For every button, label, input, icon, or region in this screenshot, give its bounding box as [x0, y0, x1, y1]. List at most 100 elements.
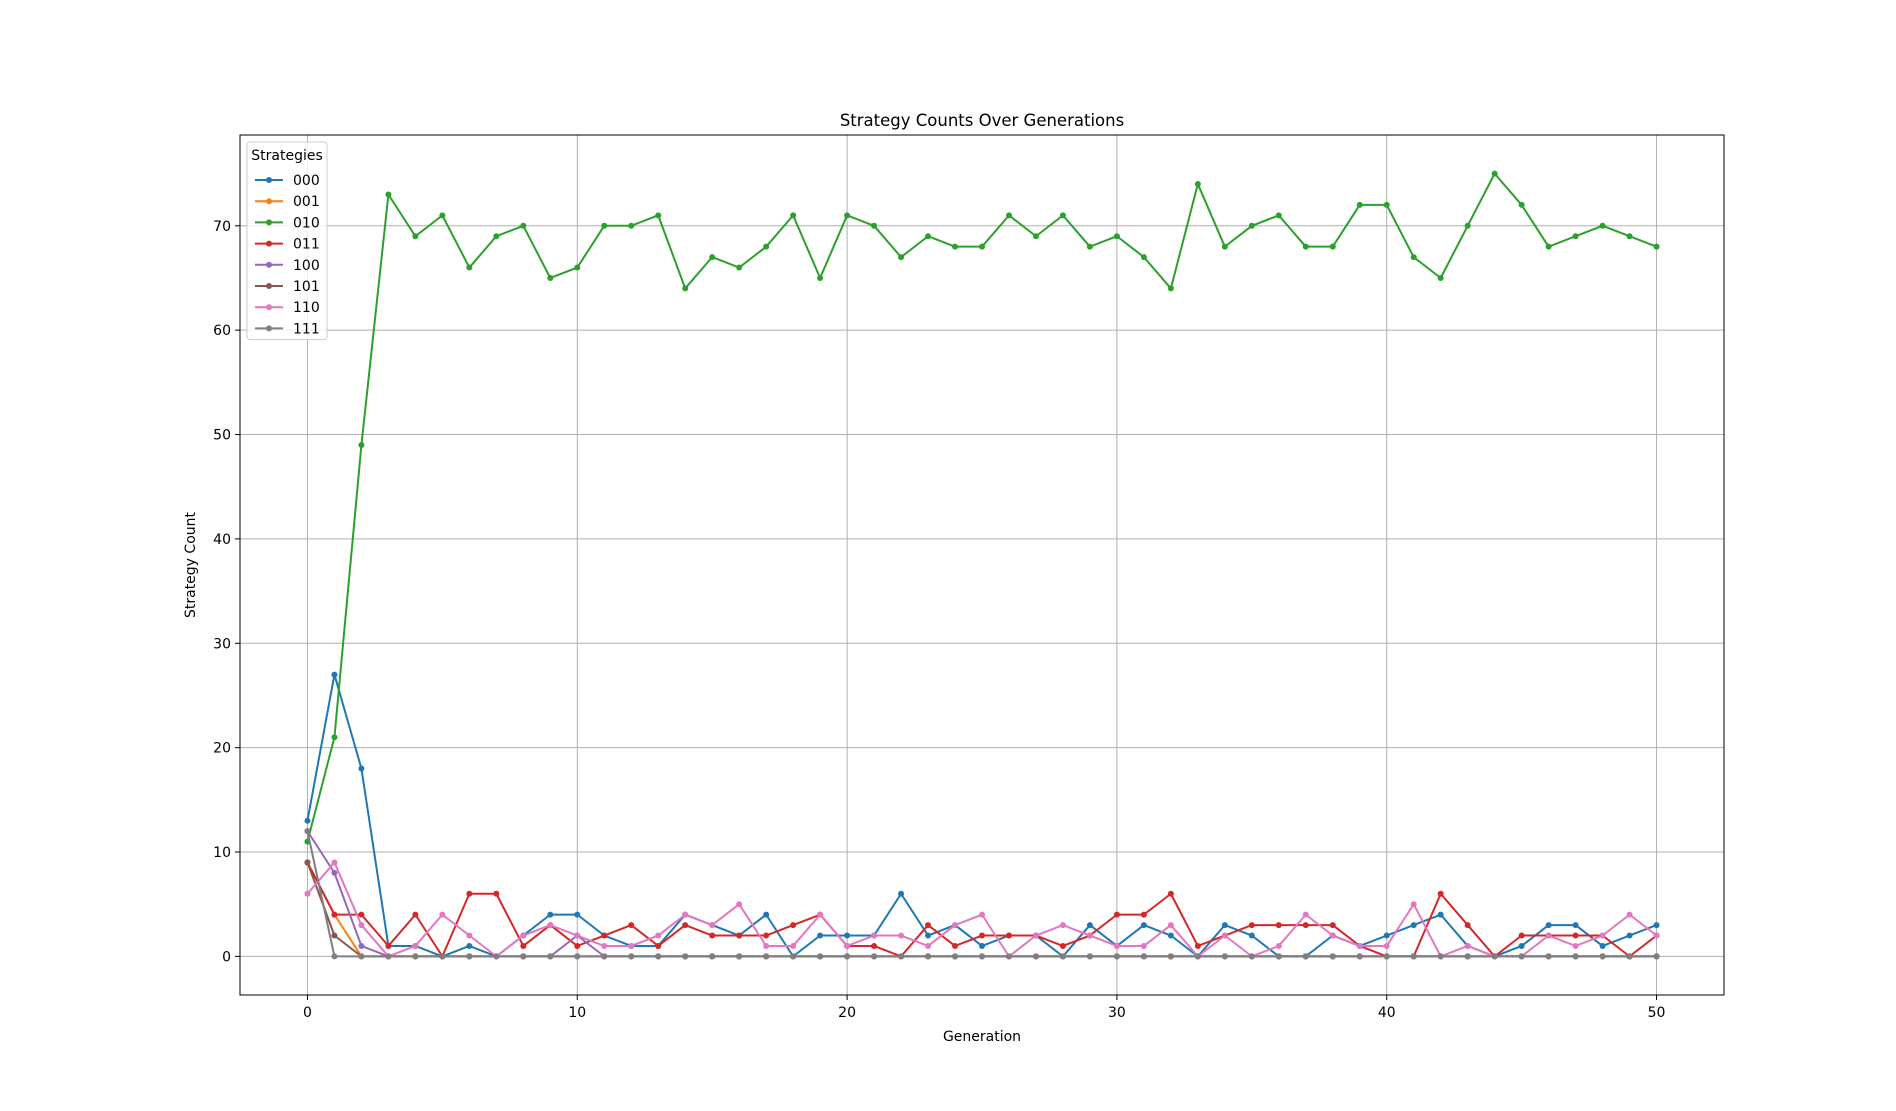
data-point	[1572, 233, 1579, 240]
grid	[240, 135, 1724, 995]
data-point	[763, 911, 770, 918]
data-point	[790, 953, 797, 960]
data-point	[952, 942, 959, 949]
data-point	[817, 932, 824, 939]
data-point	[1518, 942, 1525, 949]
data-point	[844, 942, 851, 949]
data-point	[1194, 953, 1201, 960]
data-point	[655, 953, 662, 960]
data-point	[1545, 953, 1552, 960]
data-point	[1113, 911, 1120, 918]
data-point	[1437, 890, 1444, 897]
data-point	[682, 953, 689, 960]
data-point	[385, 953, 392, 960]
legend-item-001: 001	[255, 194, 320, 210]
data-point	[763, 942, 770, 949]
data-point	[574, 953, 581, 960]
data-point	[1005, 932, 1012, 939]
data-point	[601, 953, 608, 960]
data-point	[1086, 922, 1093, 929]
data-point	[331, 734, 338, 741]
legend-title: Strategies	[251, 148, 323, 164]
data-point	[412, 953, 419, 960]
data-point	[736, 932, 743, 939]
data-point	[1464, 922, 1471, 929]
data-point	[466, 932, 473, 939]
data-point	[358, 911, 365, 918]
data-point	[898, 254, 905, 261]
data-point	[1221, 932, 1228, 939]
data-point	[331, 932, 338, 939]
data-point	[1140, 953, 1147, 960]
data-point	[763, 243, 770, 250]
data-point	[1653, 953, 1660, 960]
legend-items: 000 001 010 011 100 101 110 111	[255, 173, 320, 337]
data-point	[1194, 181, 1201, 188]
data-point	[1356, 953, 1363, 960]
data-point	[1653, 922, 1660, 929]
data-point	[1140, 254, 1147, 261]
data-point	[331, 869, 338, 876]
data-point	[1275, 942, 1282, 949]
data-point	[1383, 201, 1390, 208]
data-point	[1005, 212, 1012, 219]
data-point	[871, 942, 878, 949]
data-point	[736, 953, 743, 960]
data-point	[1167, 932, 1174, 939]
data-point	[1248, 922, 1255, 929]
legend-label: 010	[293, 215, 320, 231]
data-point	[682, 285, 689, 292]
data-point	[1653, 243, 1660, 250]
legend-swatch-marker	[266, 177, 272, 183]
data-point	[385, 942, 392, 949]
data-point	[1059, 922, 1066, 929]
y-tick-label: 10	[213, 845, 231, 861]
data-point	[1059, 942, 1066, 949]
data-point	[763, 953, 770, 960]
data-point	[871, 222, 878, 229]
axis-ticks: 0 10 20 30 40 50 0 10 20 30 40 50 60 70	[213, 219, 1665, 1021]
data-point	[1653, 932, 1660, 939]
legend-label: 100	[293, 258, 320, 274]
data-point	[304, 828, 311, 835]
data-point	[1572, 953, 1579, 960]
legend-swatch-marker	[266, 219, 272, 226]
data-point	[331, 953, 338, 960]
data-point	[1113, 942, 1120, 949]
data-point	[358, 441, 365, 448]
data-point	[871, 932, 878, 939]
data-point	[466, 942, 473, 949]
legend-label: 111	[293, 321, 320, 337]
data-point	[1113, 233, 1120, 240]
data-point	[898, 953, 905, 960]
data-point	[1032, 932, 1039, 939]
x-tick-label: 10	[568, 1005, 586, 1021]
data-point	[655, 942, 662, 949]
data-point	[1275, 212, 1282, 219]
data-point	[358, 922, 365, 929]
y-tick-label: 20	[213, 741, 231, 757]
data-point	[547, 274, 554, 281]
data-point	[1626, 911, 1633, 918]
data-point	[979, 911, 985, 918]
data-point	[385, 191, 392, 198]
data-point	[628, 953, 635, 960]
data-point	[1248, 222, 1255, 229]
legend-swatch-marker	[266, 283, 272, 289]
data-point	[331, 859, 338, 866]
data-point	[304, 817, 311, 824]
data-point	[736, 264, 743, 271]
data-point	[358, 765, 365, 772]
legend-item-100: 100	[255, 258, 320, 274]
data-point	[925, 953, 932, 960]
data-point	[736, 901, 743, 908]
data-point	[979, 953, 985, 960]
data-point	[1005, 953, 1012, 960]
data-point	[925, 932, 932, 939]
legend-box	[246, 141, 328, 341]
data-point	[1572, 942, 1579, 949]
x-tick-label: 0	[303, 1005, 312, 1021]
y-tick-label: 70	[213, 219, 231, 235]
data-point	[1545, 243, 1552, 250]
data-point	[1356, 201, 1363, 208]
